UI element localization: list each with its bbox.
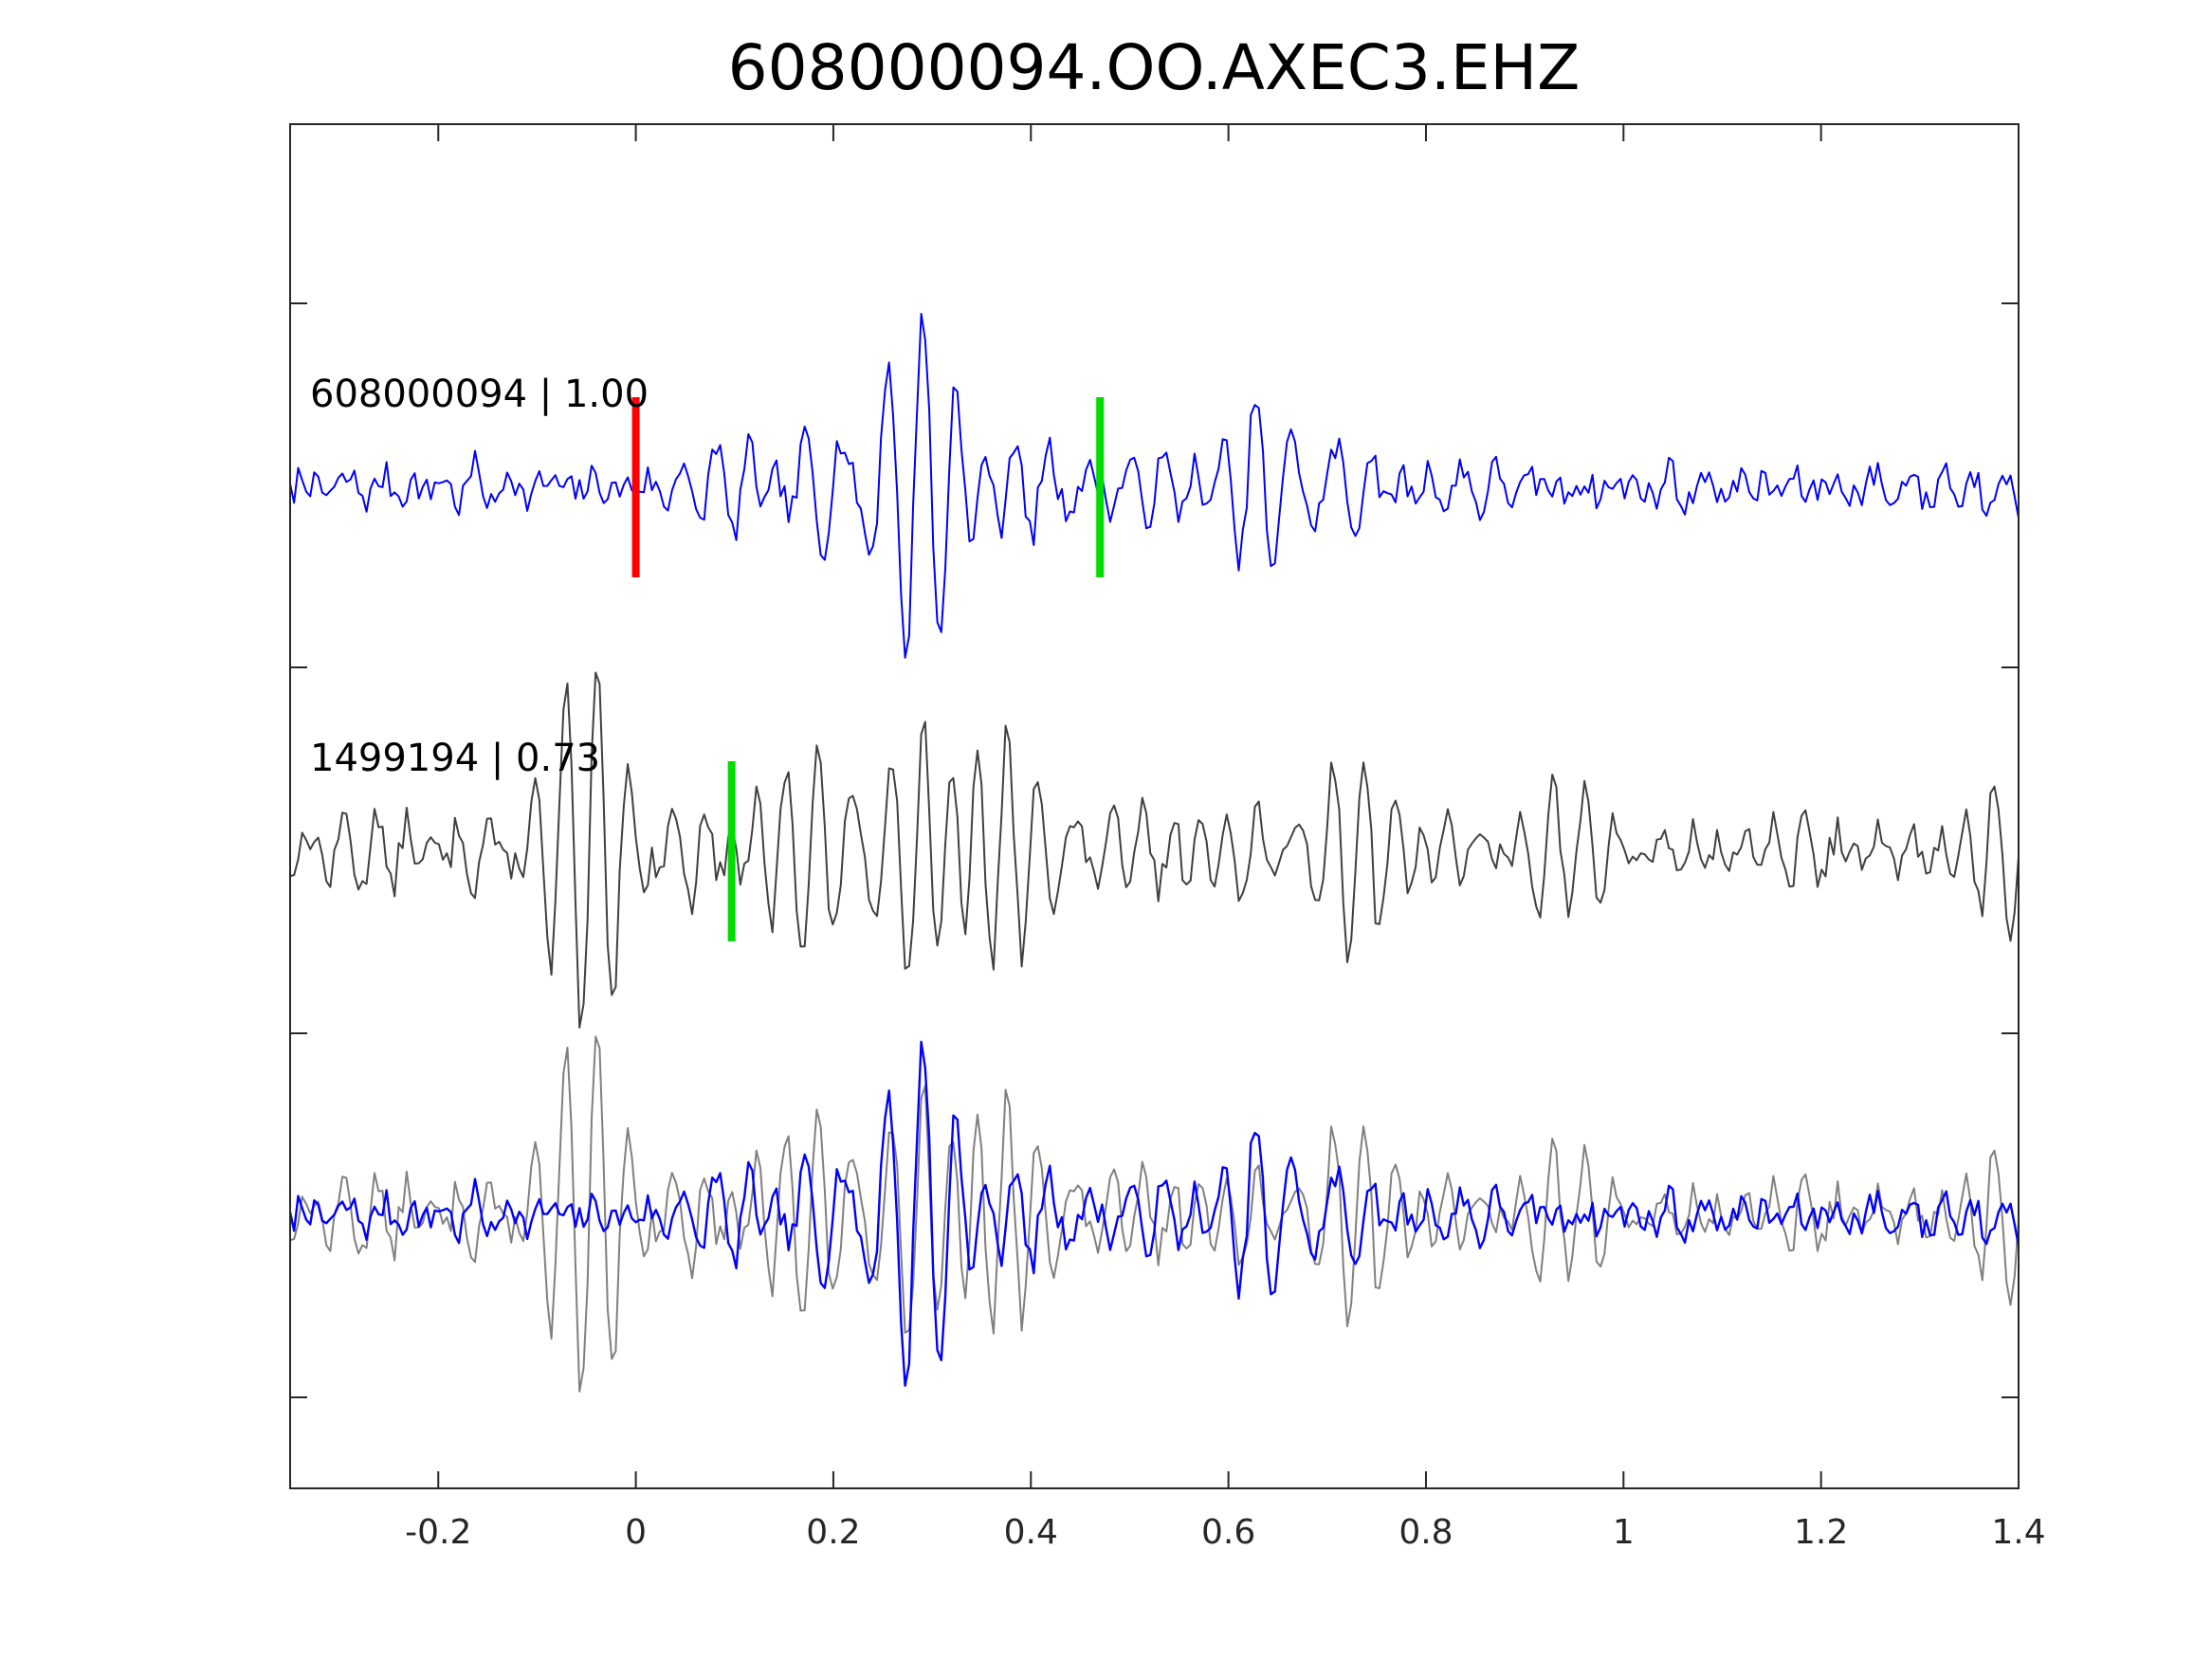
x-tick-label: 1.2 xyxy=(1794,1513,1848,1552)
trace-template-608000094 xyxy=(289,313,2020,659)
axes-frame xyxy=(289,123,2020,1489)
overlay-trace-template xyxy=(288,1040,2020,1387)
trace-label-1: 608000094 | 1.00 xyxy=(310,373,649,416)
x-tick-label: 0.8 xyxy=(1398,1513,1453,1552)
x-tick-label: -0.2 xyxy=(405,1513,471,1552)
picks-layer xyxy=(631,397,1105,941)
x-tick-label: 0.4 xyxy=(1004,1513,1058,1552)
x-tick-label: 1.4 xyxy=(1991,1513,2045,1552)
chart-title: 608000094.OO.AXEC3.EHZ xyxy=(728,31,1581,104)
trace-match-1499194 xyxy=(289,671,2020,1029)
x-tick-label: 0 xyxy=(625,1513,647,1552)
trace-label-2: 1499194 | 0.73 xyxy=(310,737,600,780)
labels-layer: 608000094 | 1.00 1499194 | 0.73 xyxy=(310,373,649,780)
traces-layer xyxy=(288,313,2020,1393)
x-tick-label: 0.6 xyxy=(1201,1513,1255,1552)
x-tick-label: 1 xyxy=(1613,1513,1635,1552)
ticks-layer: -0.2 0 0.2 0.4 0.6 0.8 1 1.2 1.4 xyxy=(290,124,2046,1552)
x-tick-label: 0.2 xyxy=(806,1513,860,1552)
